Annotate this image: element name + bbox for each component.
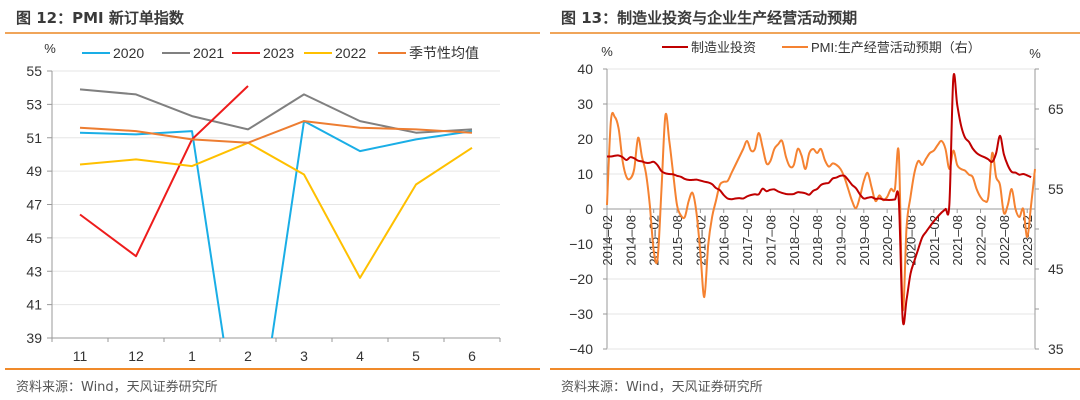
- y-unit-label-left: %: [601, 44, 613, 59]
- series-line-2023: [79, 85, 249, 258]
- y-tick-label: −40: [569, 341, 593, 357]
- y-unit-label: %: [44, 41, 56, 56]
- x-tick-label: 2019–08: [857, 215, 872, 266]
- panel-manufacturing-investment: 图 13：制造业投资与企业生产经营活动预期 −40 −30 −20 −10 0 10 20 3…: [545, 0, 1080, 400]
- y-tick-label: 55: [26, 63, 42, 79]
- series-line-季节性均值: [79, 120, 473, 144]
- x-tick-label: 2022–02: [974, 215, 989, 266]
- y-tick-label: 10: [577, 166, 593, 182]
- x-tick-label: 12: [128, 348, 144, 364]
- series-line-2022: [79, 141, 473, 279]
- x-tick-label: 2023–02: [1020, 215, 1035, 266]
- x-tick-label: 2: [244, 348, 252, 364]
- y-tick-label: 45: [26, 230, 42, 246]
- y-tick-label: 41: [26, 297, 42, 313]
- y-tick-label: 0: [585, 201, 593, 217]
- source-note: 资料来源：Wind，天风证券研究所: [561, 380, 763, 395]
- x-tick-label: 2019–02: [833, 215, 848, 266]
- x-tick-label: 2018–08: [810, 215, 825, 266]
- x-tick-label: 4: [356, 348, 364, 364]
- legend-label: 2023: [263, 45, 294, 61]
- x-tick-label: 11: [73, 348, 88, 364]
- x-tick-label: 2017–08: [763, 215, 778, 266]
- x-tick-label: 2014–08: [623, 215, 638, 266]
- series-line-2021: [79, 88, 473, 134]
- y-tick-label: −30: [569, 306, 593, 322]
- series-line-pmi-expectation: [606, 111, 1036, 312]
- series-line-2020: [79, 120, 473, 338]
- legend-label: PMI:生产经营活动预期（右）: [811, 40, 981, 55]
- y-tick-label: −10: [569, 236, 593, 252]
- legend-label: 2020: [113, 45, 144, 61]
- footer-divider: [550, 368, 1080, 370]
- source-note: 资料来源：Wind，天风证券研究所: [16, 380, 218, 395]
- title-divider: [5, 32, 540, 34]
- y-right-tick-label: 65: [1048, 101, 1064, 117]
- footer-divider: [5, 368, 540, 370]
- legend-label: 季节性均值: [409, 45, 479, 61]
- x-tick-label: 2017–02: [740, 215, 755, 266]
- y-right-tick-label: 35: [1048, 341, 1064, 357]
- series-line-manufacturing-investment: [606, 73, 1032, 326]
- y-tick-label: 51: [26, 130, 42, 146]
- chart-manufacturing-investment: −40 −30 −20 −10 0 10 20 30 40 35 45 55 65% % 2014–02 20…: [569, 40, 1064, 357]
- y-tick-label: 47: [26, 197, 42, 213]
- x-tick-label: 2014–02: [600, 215, 615, 266]
- y-tick-label: 20: [577, 131, 593, 147]
- panel-pmi-new-orders: 图 12：PMI 新订单指数 39 41 43 45 47 49 51 53 55 11 12 1 2 3…: [5, 9, 540, 395]
- title-divider: [550, 32, 1080, 34]
- x-tick-label: 5: [412, 348, 420, 364]
- y-tick-label: 49: [26, 163, 42, 179]
- x-tick-label: 2021–02: [927, 215, 942, 266]
- legend-label: 2021: [193, 45, 224, 61]
- x-tick-label: 6: [468, 348, 476, 364]
- x-tick-label: 2015–08: [670, 215, 685, 266]
- y-tick-label: 43: [26, 263, 42, 279]
- y-right-tick-label: 45: [1048, 261, 1064, 277]
- x-tick-label: 2020–02: [880, 215, 895, 266]
- y-tick-label: 39: [26, 330, 42, 346]
- legend-label: 2022: [335, 45, 366, 61]
- y-tick-label: −20: [569, 271, 593, 287]
- x-tick-label: 1: [188, 348, 196, 364]
- x-tick-label: 2022–08: [997, 215, 1012, 266]
- chart-title: 图 12：PMI 新订单指数: [16, 9, 184, 27]
- x-tick-label: 2016–08: [717, 215, 732, 266]
- y-tick-label: 40: [577, 61, 593, 77]
- y-unit-label-right: %: [1029, 46, 1041, 61]
- x-tick-label: 2021–08: [950, 215, 965, 266]
- x-tick-label: 2018–02: [787, 215, 802, 266]
- x-tick-label: 3: [300, 348, 308, 364]
- y-tick-label: 30: [577, 96, 593, 112]
- legend-label: 制造业投资: [691, 40, 756, 55]
- y-right-tick-label: 55: [1048, 181, 1064, 197]
- y-tick-label: 53: [26, 96, 42, 112]
- chart-title: 图 13：制造业投资与企业生产经营活动预期: [561, 9, 858, 27]
